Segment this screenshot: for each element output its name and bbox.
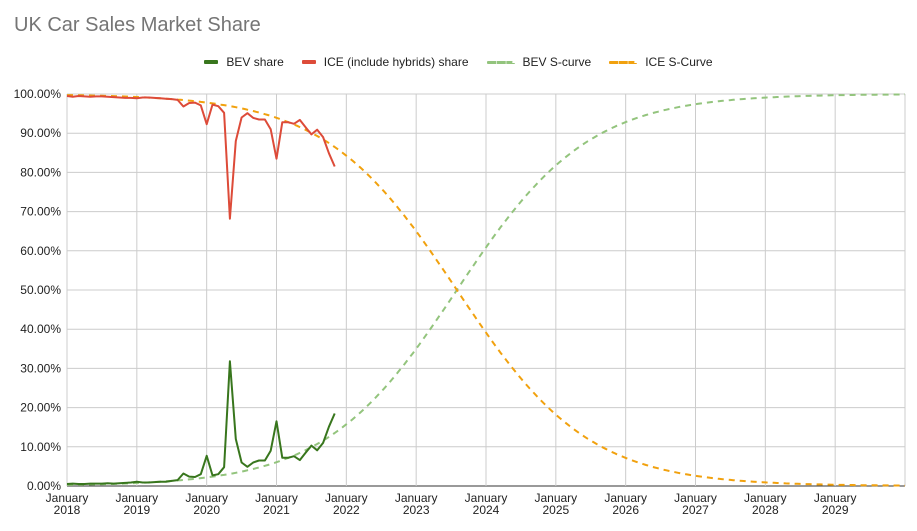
- x-tick-label-year: 2029: [822, 503, 849, 517]
- x-tick-label-month: January: [255, 491, 298, 505]
- x-tick-label-month: January: [604, 491, 647, 505]
- x-tick-label-month: January: [814, 491, 857, 505]
- y-tick-label: 30.00%: [20, 361, 61, 375]
- x-tick-label-year: 2023: [403, 503, 430, 517]
- legend-item-bev-s-curve[interactable]: BEV S-curve: [486, 55, 592, 69]
- series-line-ice-s-curve[interactable]: [67, 94, 906, 487]
- x-tick-label-year: 2024: [473, 503, 500, 517]
- y-tick-label: 50.00%: [20, 283, 61, 297]
- x-tick-label-year: 2019: [123, 503, 150, 517]
- legend-label-bev-s-curve: BEV S-curve: [522, 55, 592, 69]
- x-tick-label-month: January: [115, 491, 158, 505]
- series-line-ice-include-hybrids-share[interactable]: [66, 95, 336, 220]
- x-tick-label-year: 2028: [752, 503, 779, 517]
- x-tick-label-month: January: [534, 491, 577, 505]
- legend-swatch-bev-s-curve: [486, 60, 515, 64]
- y-tick-label: 90.00%: [20, 126, 61, 140]
- x-tick-label-year: 2020: [193, 503, 220, 517]
- y-tick-label: 80.00%: [20, 165, 61, 179]
- x-tick-label-month: January: [46, 491, 89, 505]
- legend-swatch-ice-share: [301, 60, 316, 64]
- x-tick-label-month: January: [395, 491, 438, 505]
- x-tick-label-year: 2022: [333, 503, 360, 517]
- legend-label-ice-share: ICE (include hybrids) share: [323, 55, 469, 69]
- x-tick-label-month: January: [674, 491, 717, 505]
- x-tick-label-year: 2027: [682, 503, 709, 517]
- x-tick-label-year: 2021: [263, 503, 290, 517]
- y-tick-label: 10.00%: [20, 440, 61, 454]
- series-lines: [66, 93, 906, 487]
- x-tick-label-month: January: [744, 491, 787, 505]
- y-tick-label: 20.00%: [20, 401, 61, 415]
- y-tick-label: 60.00%: [20, 244, 61, 258]
- legend-item-ice-s-curve[interactable]: ICE S-Curve: [609, 55, 713, 69]
- legend-label-bev-share: BEV share: [226, 55, 284, 69]
- legend-label-ice-s-curve: ICE S-Curve: [645, 55, 713, 69]
- legend-swatch-ice-s-curve: [609, 60, 638, 64]
- x-tick-label-year: 2025: [542, 503, 569, 517]
- legend-item-ice-share[interactable]: ICE (include hybrids) share: [301, 55, 469, 69]
- legend-swatch-bev-share: [204, 60, 219, 64]
- x-axis-ticks: January2018January2019January2020January…: [46, 491, 857, 517]
- y-tick-label: 70.00%: [20, 205, 61, 219]
- y-axis-ticks: 0.00% 10.00% 20.00% 30.00% 40.00% 50.00% 60.00…: [14, 87, 62, 493]
- x-tick-label-month: January: [465, 491, 508, 505]
- x-tick-label-year: 2018: [54, 503, 81, 517]
- y-tick-label: 40.00%: [20, 322, 61, 336]
- x-tick-label-month: January: [185, 491, 228, 505]
- legend: BEV share ICE (include hybrids) share BE…: [0, 55, 917, 69]
- series-line-bev-s-curve[interactable]: [67, 93, 906, 486]
- gridlines: [66, 93, 906, 487]
- series-line-bev-share[interactable]: [66, 360, 336, 485]
- x-tick-label-month: January: [325, 491, 368, 505]
- y-tick-label: 100.00%: [14, 87, 62, 101]
- x-tick-label-year: 2026: [612, 503, 639, 517]
- chart-title: UK Car Sales Market Share: [14, 14, 261, 36]
- y-tick-label: 0.00%: [27, 479, 61, 493]
- legend-item-bev-share[interactable]: BEV share: [204, 55, 284, 69]
